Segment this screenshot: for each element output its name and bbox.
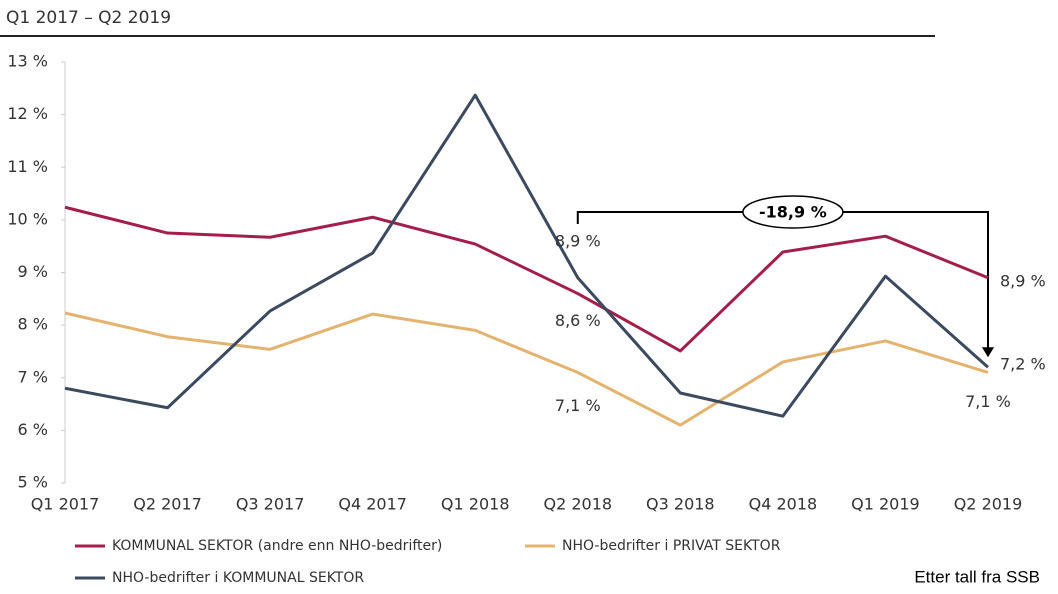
x-tick-label: Q1 2018 bbox=[441, 495, 510, 514]
x-tick-label: Q2 2019 bbox=[954, 495, 1023, 514]
y-tick-label: 13 % bbox=[7, 52, 48, 71]
legend-label: KOMMUNAL SEKTOR (andre enn NHO-bedrifter… bbox=[112, 538, 442, 554]
x-tick-label: Q4 2018 bbox=[749, 495, 818, 514]
x-tick-label: Q3 2018 bbox=[646, 495, 715, 514]
annotation: -18,9 % bbox=[759, 203, 827, 222]
x-tick-label: Q2 2018 bbox=[543, 495, 612, 514]
annotation-box bbox=[742, 195, 844, 229]
x-tick-label: Q3 2017 bbox=[236, 495, 305, 514]
data-label: 7,1 % bbox=[965, 392, 1011, 411]
y-tick-label: 10 % bbox=[7, 209, 48, 228]
data-label: 8,9 % bbox=[1000, 271, 1046, 290]
x-tick-label: Q1 2019 bbox=[851, 495, 920, 514]
data-label: 7,1 % bbox=[555, 396, 601, 415]
y-tick-label: 11 % bbox=[7, 157, 48, 176]
x-tick-label: Q4 2017 bbox=[338, 495, 407, 514]
series-line bbox=[64, 93, 989, 418]
y-tick-label: 6 % bbox=[18, 420, 48, 439]
y-tick-label: 12 % bbox=[7, 104, 48, 123]
x-tick-label: Q2 2017 bbox=[133, 495, 202, 514]
series-line bbox=[64, 205, 989, 353]
data-label: 7,2 % bbox=[1000, 355, 1046, 374]
series-line bbox=[64, 311, 989, 427]
y-tick-label: 7 % bbox=[18, 367, 48, 386]
chart-title: Q1 2017 – Q2 2019 bbox=[6, 8, 171, 28]
legend-label: NHO-bedrifter i KOMMUNAL SEKTOR bbox=[112, 570, 364, 586]
annotation-arrowhead bbox=[982, 347, 994, 358]
y-tick-label: 8 % bbox=[18, 315, 48, 334]
data-label: 8,9 % bbox=[555, 231, 601, 250]
y-tick-label: 9 % bbox=[18, 262, 48, 281]
source: Etter tall fra SSB bbox=[914, 567, 1040, 586]
legend-label: NHO-bedrifter i PRIVAT SEKTOR bbox=[562, 538, 781, 554]
data-label: 8,6 % bbox=[555, 311, 601, 330]
x-tick-label: Q1 2017 bbox=[31, 495, 100, 514]
y-tick-label: 5 % bbox=[18, 473, 48, 492]
